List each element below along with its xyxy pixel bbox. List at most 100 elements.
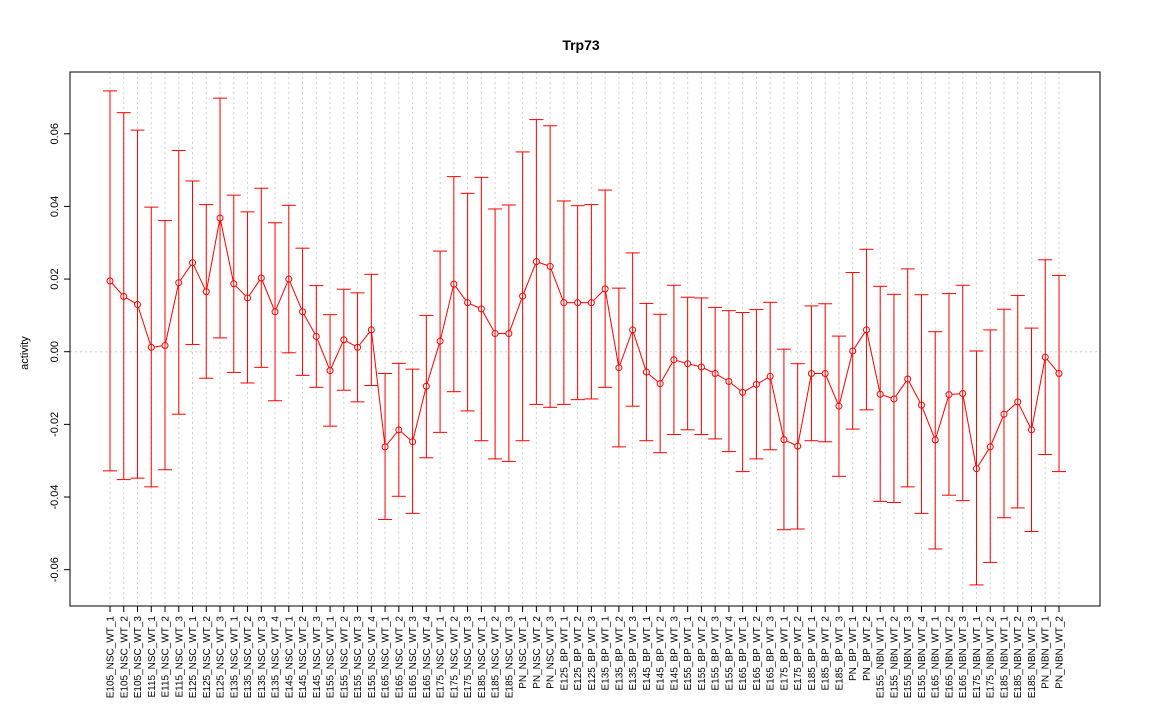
series-line-segment (275, 281, 289, 310)
x-tick-label: PN_BP_WT_1 (848, 616, 859, 681)
series-line-segment (786, 440, 796, 446)
x-tick-label: E185_NSC_WT_2 (491, 616, 502, 699)
series-line-segment (922, 407, 935, 438)
x-tick-label: E145_NSC_WT_3 (312, 616, 323, 699)
data-point (931, 436, 939, 444)
data-point (821, 370, 829, 378)
data-point (904, 375, 912, 383)
series-line-segment (1046, 359, 1058, 372)
series-line-segment (539, 262, 548, 266)
x-tick-label: PN_NSC_WT_3 (546, 616, 557, 689)
series-line-segment (730, 382, 741, 391)
series-line-segment (316, 339, 330, 369)
x-tick-label: E155_NBN_WT_3 (903, 616, 914, 699)
x-tick-label: E175_NBN_WT_1 (972, 616, 983, 699)
x-tick-label: E135_BP_WT_2 (614, 616, 625, 691)
series-line-segment (482, 311, 495, 332)
series-line-segment (523, 264, 536, 294)
x-tick-label: E135_NSC_WT_1 (229, 616, 240, 699)
series-line-segment (330, 342, 344, 369)
x-tick-label: E105_NSC_WT_3 (133, 616, 144, 699)
x-tick-label: E145_NSC_WT_1 (284, 616, 295, 699)
data-point (354, 343, 362, 351)
series-line-segment (137, 307, 151, 345)
x-tick-label: E165_NSC_WT_1 (381, 616, 392, 699)
data-point (505, 330, 513, 338)
x-tick-label: E165_NSC_WT_4 (422, 616, 433, 699)
x-tick-label: E155_NSC_WT_3 (353, 616, 364, 699)
x-tick-label: E155_NBN_WT_1 (876, 616, 887, 699)
y-axis-label: activity (19, 336, 31, 370)
series-line-segment (400, 431, 411, 441)
series-line-segment (386, 431, 398, 445)
series-line-segment (1031, 360, 1046, 427)
series-line-segment (895, 381, 907, 397)
data-point (450, 280, 458, 288)
x-tick-label: E185_BP_WT_2 (821, 616, 832, 691)
y-tick-label: 0.00 (49, 341, 61, 362)
x-tick-label: E155_NSC_WT_4 (367, 616, 378, 699)
data-point (285, 275, 293, 283)
series-line-segment (1005, 403, 1016, 413)
data-point (216, 214, 224, 222)
series-line-segment (676, 360, 685, 364)
series-line-segment (206, 220, 220, 289)
series-line-segment (346, 340, 356, 347)
series-line-segment (703, 367, 713, 373)
data-point (422, 382, 430, 390)
series-line-segment (359, 331, 370, 346)
x-tick-label: E155_NBN_WT_4 (917, 616, 928, 699)
data-point (629, 326, 637, 334)
data-point (574, 299, 582, 307)
x-tick-label: E115_NSC_WT_1 (147, 616, 158, 698)
series-line-segment (193, 265, 206, 290)
x-tick-label: PN_BP_WT_2 (862, 616, 873, 681)
data-point (464, 299, 472, 307)
x-tick-label: PN_NSC_WT_1 (518, 616, 529, 689)
x-tick-label: E145_NSC_WT_2 (298, 616, 309, 699)
data-point (147, 343, 155, 351)
y-tick-label: -0.06 (49, 557, 61, 582)
series-line-segment (111, 282, 123, 295)
series-line-segment (951, 393, 960, 395)
x-tick-label: E115_NSC_WT_3 (174, 616, 185, 698)
data-point (876, 390, 884, 398)
data-point (230, 280, 238, 288)
x-tick-label: E185_NBN_WT_3 (1027, 616, 1038, 699)
x-tick-label: E175_NBN_WT_2 (986, 616, 997, 699)
series-line-segment (908, 381, 921, 403)
series-line-segment (990, 416, 1004, 445)
data-point (1041, 353, 1049, 361)
x-tick-label: E125_NSC_WT_3 (216, 616, 227, 699)
data-point (477, 305, 485, 313)
series-line-segment (440, 286, 454, 339)
series-line-segment (455, 286, 467, 301)
series-line-segment (550, 268, 564, 301)
data-point (202, 288, 210, 296)
data-point (340, 336, 348, 344)
data-point (367, 326, 375, 334)
series-line-segment (154, 345, 163, 348)
x-tick-label: PN_NBN_WT_1 (1041, 616, 1052, 689)
data-point (601, 285, 609, 293)
series-line-segment (412, 389, 427, 440)
x-tick-label: E165_NBN_WT_2 (944, 616, 955, 699)
series-line-segment (126, 297, 136, 304)
x-tick-label: E165_NSC_WT_3 (408, 616, 419, 699)
x-tick-label: E125_BP_WT_2 (573, 616, 584, 691)
data-point (752, 380, 760, 388)
plot-frame (69, 71, 1101, 607)
series-line-segment (882, 394, 892, 399)
data-point (546, 262, 554, 270)
data-point (312, 332, 320, 340)
series-line-segment (839, 353, 853, 404)
series-line-segment (261, 280, 275, 310)
x-tick-label: E145_BP_WT_2 (656, 616, 667, 691)
x-tick-label: E125_BP_WT_1 (559, 616, 570, 691)
x-tick-label: E165_NSC_WT_2 (394, 616, 405, 699)
series-line-segment (605, 291, 619, 365)
data-point (161, 342, 169, 350)
series-line-segment (371, 332, 386, 444)
data-point (175, 279, 183, 287)
